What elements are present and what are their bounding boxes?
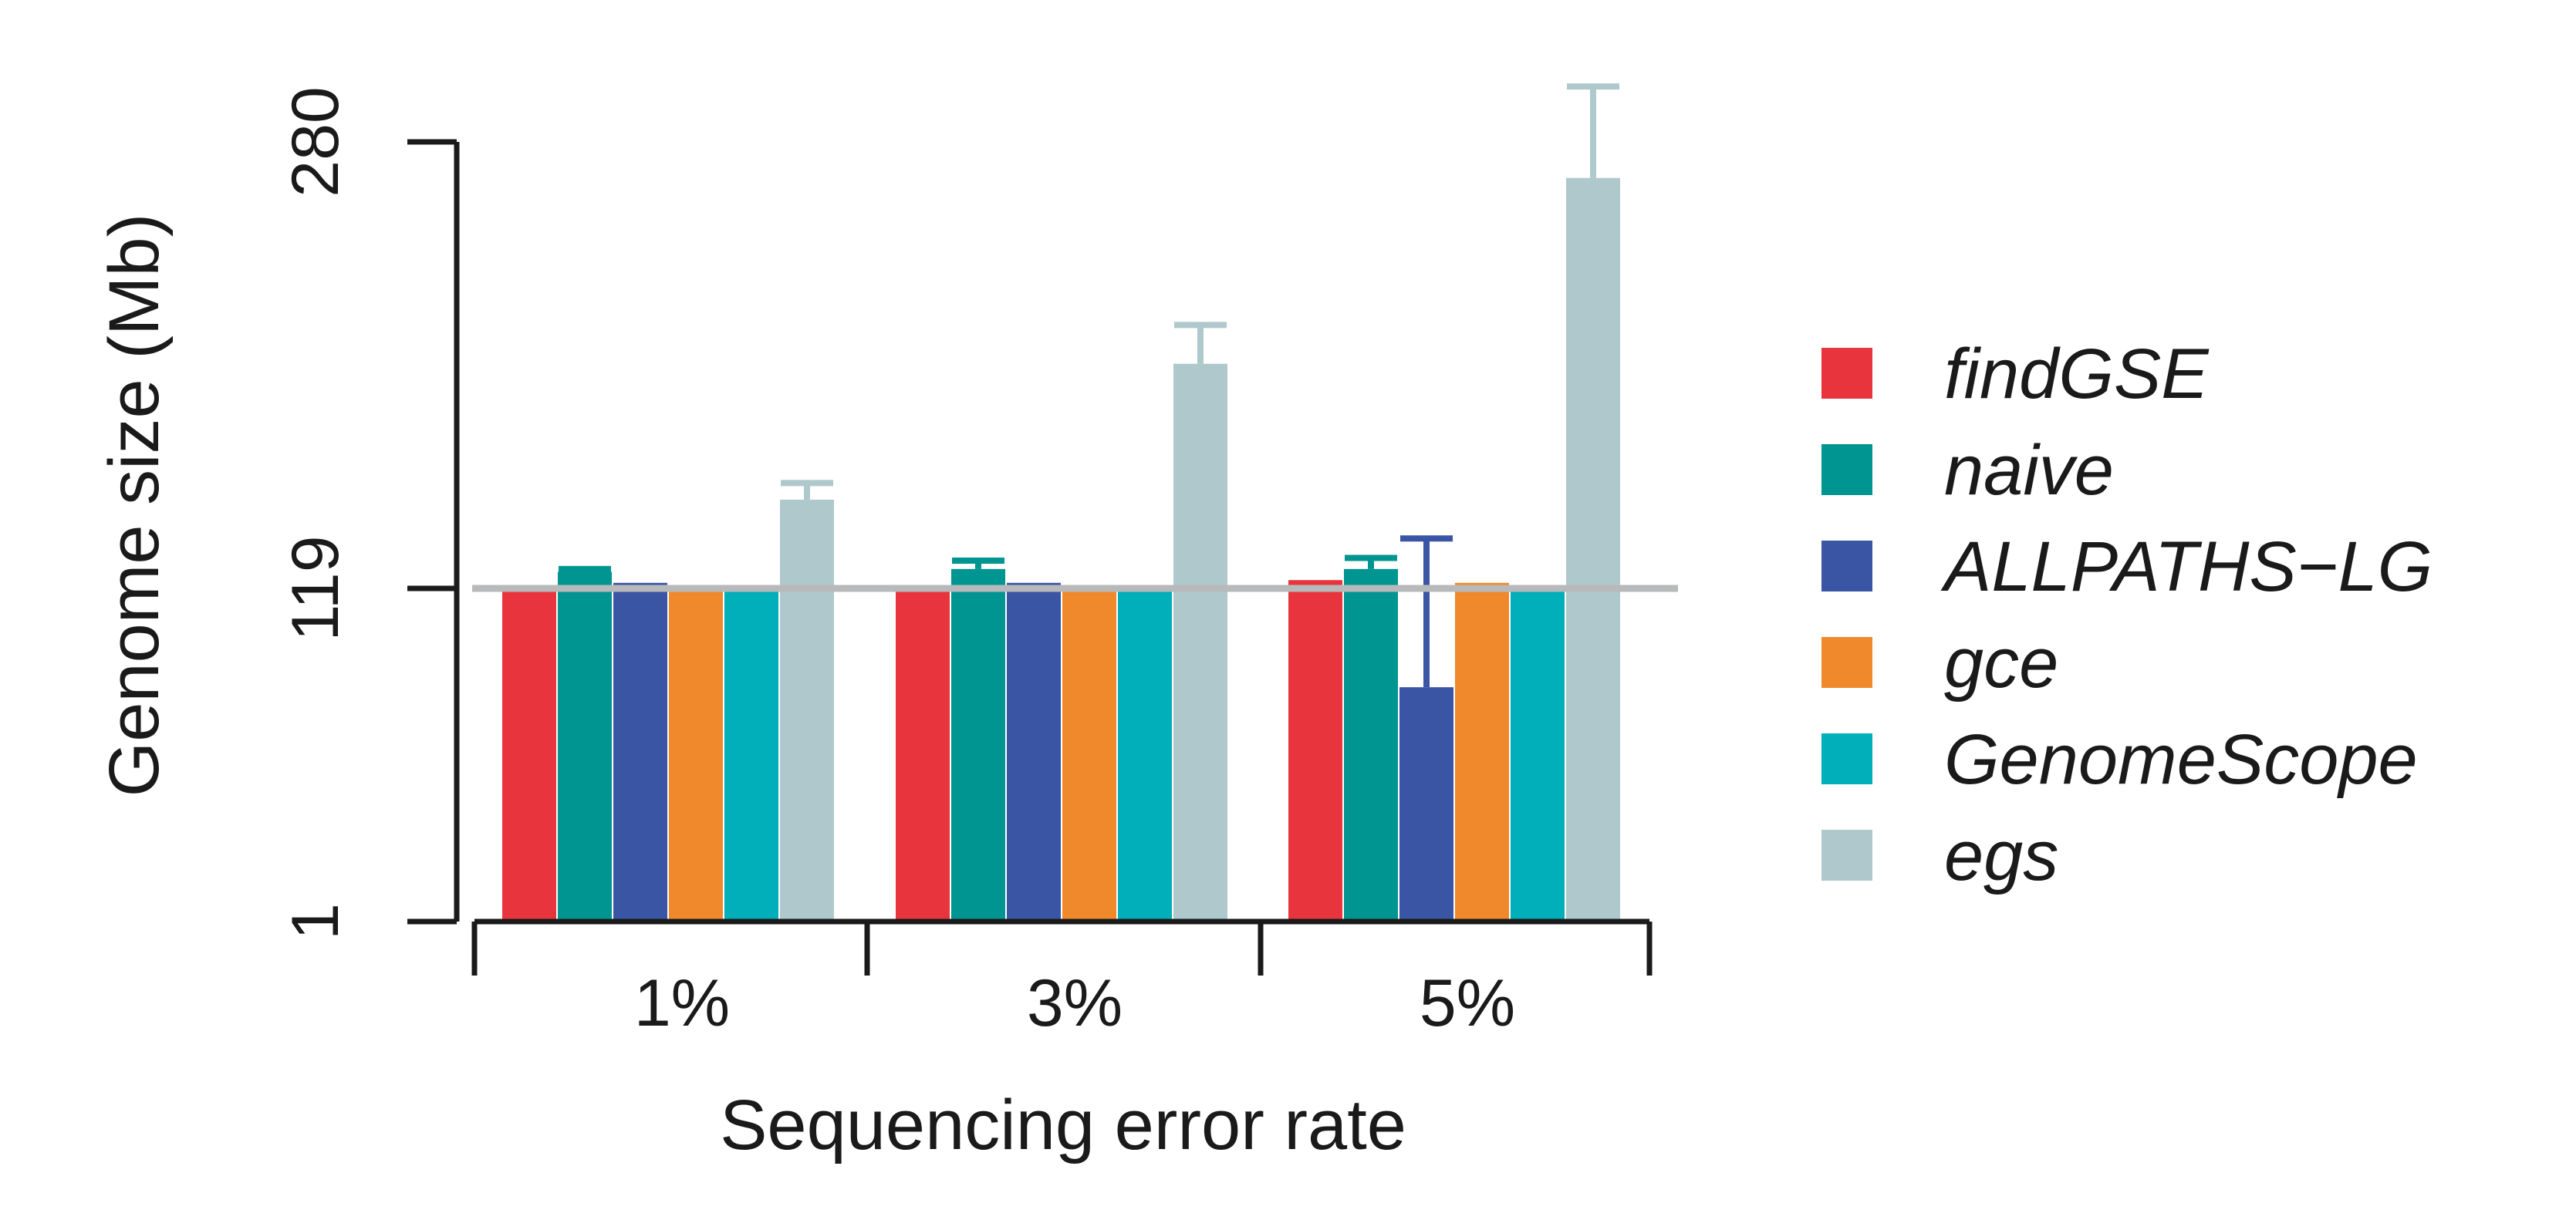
bar-allpathslg-5pct [1399,687,1453,922]
bar-findgse-5pct [1288,580,1342,922]
bar-findgse-3pct [896,588,950,922]
bar-findgse-1pct [502,588,556,922]
legend-swatch [1821,444,1872,495]
legend-label: GenomeScope [1944,720,2418,799]
legend-swatch [1821,830,1872,881]
legend-swatch [1821,348,1872,399]
legend-label: naive [1944,431,2114,510]
legend-swatch [1821,637,1872,688]
y-tick-label: 280 [279,86,353,197]
bar-gce-1pct [669,588,723,922]
bars-layer [502,83,1620,922]
bar-naive-5pct [1344,568,1398,922]
axes-layer: 1 119 280 1% 3% 5% [279,86,1653,1040]
y-axis-title: Genome size (Mb) [95,214,174,797]
bar-gce-5pct [1455,582,1509,922]
bar-allpathslg-3pct [1007,582,1061,922]
legend-swatch [1821,733,1872,784]
bar-allpathslg-1pct [613,582,667,922]
bar-gce-3pct [1062,588,1116,922]
bar-egs-3pct [1173,363,1227,922]
bar-naive-3pct [951,568,1005,922]
bar-egs-5pct [1566,177,1620,922]
legend-label: egs [1944,817,2058,895]
x-tick-label: 1% [634,966,730,1040]
bar-genomescope-5pct [1511,588,1565,922]
y-tick-label: 1 [279,903,353,940]
legend-label: findGSE [1944,335,2210,413]
bar-genomescope-3pct [1118,588,1172,922]
legend-label: ALLPATHS−LG [1940,527,2433,606]
legend-label: gce [1944,624,2058,703]
legend-swatch [1821,541,1872,591]
x-axis-title: Sequencing error rate [720,1086,1406,1164]
x-tick-label: 5% [1420,966,1515,1040]
bar-naive-1pct [558,571,612,922]
bar-genomescope-1pct [724,588,778,922]
y-tick-label: 119 [279,535,353,641]
bar-egs-1pct [780,499,834,922]
legend: findGSE naive ALLPATHS−LG gce GenomeScope egs [1821,335,2433,895]
x-tick-label: 3% [1027,966,1123,1040]
